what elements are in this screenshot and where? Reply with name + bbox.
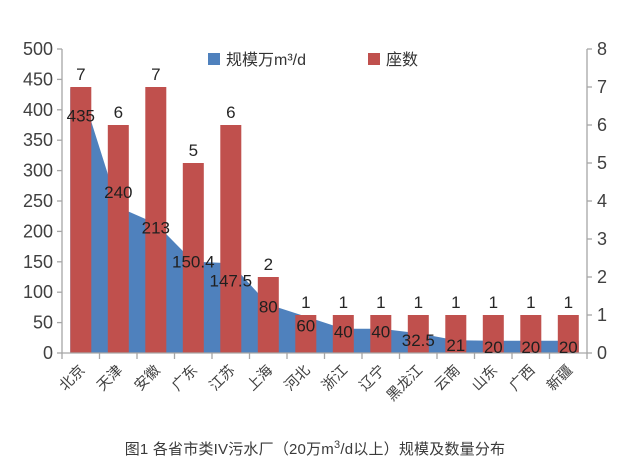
bar-count-黑龙江 bbox=[407, 315, 429, 353]
bar-data-label: 1 bbox=[301, 293, 310, 312]
legend-swatch-count bbox=[368, 53, 380, 65]
area-data-label: 80 bbox=[259, 297, 278, 316]
x-axis-category-label: 云南 bbox=[431, 362, 464, 395]
area-data-label: 435 bbox=[67, 107, 95, 126]
area-data-label: 240 bbox=[104, 183, 132, 202]
bar-data-label: 2 bbox=[264, 255, 273, 274]
x-axis-category-label: 江苏 bbox=[206, 362, 239, 395]
x-axis-category-label: 上海 bbox=[244, 362, 277, 395]
bar-count-云南 bbox=[445, 315, 467, 353]
area-data-label: 147.5 bbox=[210, 271, 253, 290]
bar-data-label: 1 bbox=[451, 293, 460, 312]
area-data-label: 20 bbox=[521, 338, 540, 357]
area-data-label: 150.4 bbox=[172, 253, 215, 272]
bar-data-label: 6 bbox=[226, 103, 235, 122]
y-axis-right-tick-label: 8 bbox=[597, 39, 607, 59]
y-axis-left-tick-label: 450 bbox=[23, 69, 53, 89]
area-data-label: 213 bbox=[142, 219, 170, 238]
x-axis-category-label: 河北 bbox=[281, 361, 314, 394]
bar-count-广西 bbox=[520, 315, 542, 353]
y-axis-left-tick-label: 150 bbox=[23, 252, 53, 272]
x-axis-category-label: 安徽 bbox=[131, 361, 164, 394]
x-axis-category-label: 辽宁 bbox=[356, 362, 389, 395]
y-axis-left-tick-label: 300 bbox=[23, 161, 53, 181]
x-axis-category-label: 新疆 bbox=[544, 362, 577, 395]
bar-data-label: 5 bbox=[189, 141, 198, 160]
bar-count-江苏 bbox=[220, 125, 242, 353]
bar-count-辽宁 bbox=[370, 315, 392, 353]
combo-chart-canvas: 0 50 100 150 200 250 300 350 400 450 500 0 1 2 3 4 5 6 7 8 北… bbox=[23, 39, 607, 405]
bar-count-安徽 bbox=[145, 87, 167, 353]
bar-count-广东 bbox=[182, 163, 204, 353]
y-axis-right-tick-label: 1 bbox=[597, 305, 607, 325]
y-axis-right-tick-label: 6 bbox=[597, 115, 607, 135]
legend-swatch-scale bbox=[208, 53, 220, 65]
x-axis-category-label: 北京 bbox=[56, 362, 89, 395]
y-axis-left-tick-label: 500 bbox=[23, 39, 53, 59]
legend-label-scale: 规模万m³/d bbox=[226, 51, 306, 69]
figure-caption-text-tail: /d以上）规模及数量分布 bbox=[340, 441, 506, 458]
y-axis-left-tick-label: 0 bbox=[43, 343, 53, 363]
bar-data-label: 1 bbox=[526, 293, 535, 312]
area-data-label: 20 bbox=[559, 338, 578, 357]
legend-label-count: 座数 bbox=[386, 51, 418, 69]
bar-data-label: 1 bbox=[414, 293, 423, 312]
bar-data-label: 1 bbox=[564, 293, 573, 312]
y-axis-right-tick-label: 3 bbox=[597, 229, 607, 249]
bar-data-label: 1 bbox=[489, 293, 498, 312]
x-axis-category-label: 天津 bbox=[94, 362, 127, 395]
figure-caption-superscript: 3 bbox=[334, 439, 341, 451]
y-axis-left-tick-label: 350 bbox=[23, 130, 53, 150]
y-axis-right-tick-label: 7 bbox=[597, 77, 607, 97]
area-data-label: 21 bbox=[446, 336, 465, 355]
area-data-label: 40 bbox=[371, 323, 390, 342]
y-axis-right-tick-label: 5 bbox=[597, 153, 607, 173]
x-axis-category-label: 广东 bbox=[169, 362, 202, 395]
y-axis-left-tick-label: 100 bbox=[23, 282, 53, 302]
bar-data-label: 6 bbox=[114, 103, 123, 122]
bar-count-河北 bbox=[295, 315, 317, 353]
area-data-label: 40 bbox=[334, 323, 353, 342]
bar-count-天津 bbox=[107, 125, 129, 353]
bar-data-label: 7 bbox=[151, 65, 160, 84]
y-axis-left-tick-label: 250 bbox=[23, 191, 53, 211]
area-data-label: 20 bbox=[484, 338, 503, 357]
y-axis-left-tick-label: 200 bbox=[23, 221, 53, 241]
bar-count-山东 bbox=[482, 315, 504, 353]
y-axis-right-tick-label: 2 bbox=[597, 267, 607, 287]
x-axis-category-label: 广西 bbox=[506, 362, 539, 395]
y-axis-right-tick-label: 4 bbox=[597, 191, 607, 211]
x-axis-category-label: 浙江 bbox=[319, 362, 352, 395]
bar-data-label: 7 bbox=[76, 65, 85, 84]
bar-count-上海 bbox=[257, 277, 279, 353]
bar-data-label: 1 bbox=[376, 293, 385, 312]
y-axis-right-tick-label: 0 bbox=[597, 343, 607, 363]
area-data-label: 60 bbox=[296, 317, 315, 336]
y-axis-left-tick-label: 400 bbox=[23, 100, 53, 120]
bar-data-label: 1 bbox=[339, 293, 348, 312]
figure-caption: 图1 各省市类IV污水厂（20万m3/d以上）规模及数量分布 bbox=[0, 438, 630, 459]
bar-count-北京 bbox=[70, 87, 92, 353]
x-axis-category-label: 山东 bbox=[469, 362, 502, 395]
figure-caption-text: 图1 各省市类IV污水厂（20万m bbox=[124, 441, 334, 458]
x-axis-category-label: 黑龙江 bbox=[383, 362, 426, 405]
y-axis-left-tick-label: 50 bbox=[33, 313, 53, 333]
bar-count-浙江 bbox=[332, 315, 354, 353]
bar-count-新疆 bbox=[557, 315, 579, 353]
area-data-label: 32.5 bbox=[402, 331, 435, 350]
